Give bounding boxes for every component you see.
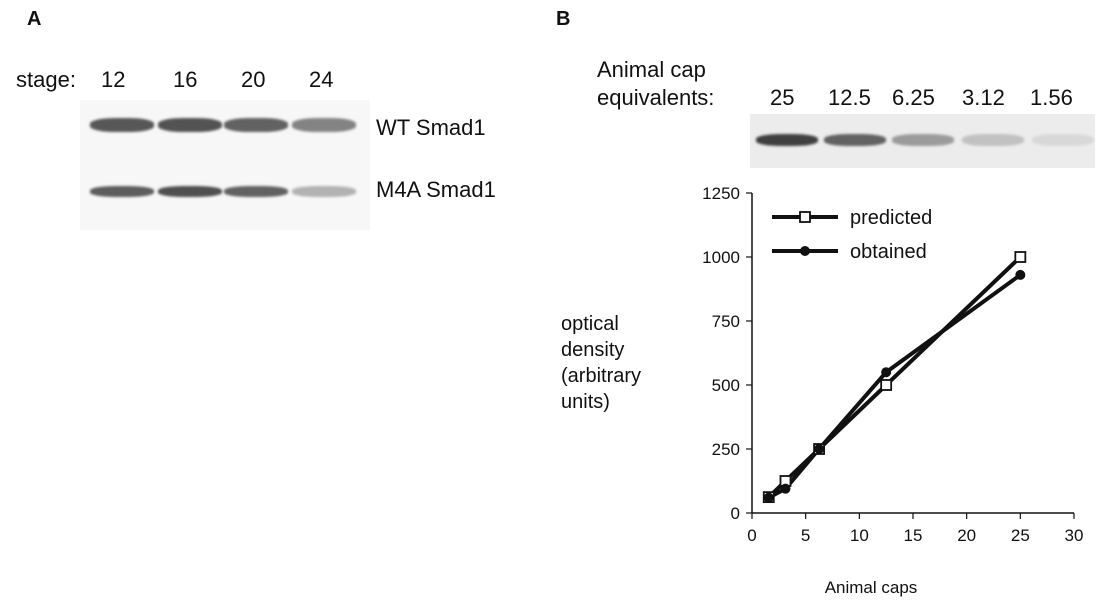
- y-axis-label-line: density: [561, 339, 624, 361]
- chart-series: [762, 251, 1027, 504]
- dilution-band-1: [824, 134, 886, 146]
- y-tick-label: 750: [712, 312, 740, 331]
- legend-marker-predicted: [799, 211, 811, 223]
- point-obtained: [814, 444, 825, 454]
- equiv-25: 25: [770, 85, 795, 110]
- stage-12: 12: [101, 67, 126, 92]
- y-tick-label: 1250: [702, 184, 740, 203]
- m4a-smad1-band-3: [292, 186, 356, 197]
- m4a-smad1-band-1: [158, 186, 222, 197]
- chart-ticks: 0 250 500 750 1000 1250 0 5 10 15 20 25 30: [702, 184, 1083, 545]
- equiv-3-12: 3.12: [962, 85, 1005, 110]
- stage-20: 20: [241, 67, 266, 92]
- dilution-band-4: [1032, 134, 1094, 146]
- point-obtained: [763, 492, 774, 503]
- point-obtained: [881, 367, 892, 378]
- y-axis-label-line: optical: [561, 313, 619, 335]
- equiv-label-line2: equivalents:: [597, 85, 715, 110]
- wt-smad1-band-1: [158, 118, 222, 132]
- legend-marker-obtained: [800, 246, 810, 256]
- equiv-6-25: 6.25: [892, 85, 935, 110]
- western-blot-stage: [80, 100, 370, 230]
- blot-label-m4a-smad1: M4A Smad1: [376, 177, 496, 202]
- point-obtained: [1015, 269, 1026, 280]
- x-tick-label: 25: [1011, 526, 1030, 545]
- stage-24: 24: [309, 67, 334, 92]
- wt-smad1-band-0: [90, 118, 154, 132]
- equiv-label-line1: Animal cap: [597, 57, 706, 82]
- x-tick-label: 30: [1065, 526, 1084, 545]
- point-predicted: [880, 379, 893, 391]
- equiv-1-56: 1.56: [1030, 85, 1073, 110]
- y-tick-label: 250: [712, 440, 740, 459]
- dilution-band-0: [756, 134, 818, 146]
- wt-smad1-band-3: [292, 118, 356, 132]
- point-predicted: [1014, 251, 1027, 263]
- x-tick-label: 5: [801, 526, 810, 545]
- legend-label-predicted: predicted: [850, 207, 932, 229]
- y-axis-label: optical density (arbitrary units): [561, 313, 641, 413]
- dilution-band-3: [962, 134, 1024, 146]
- x-tick-label: 10: [850, 526, 869, 545]
- wt-smad1-band-2: [224, 118, 288, 132]
- x-tick-label: 20: [957, 526, 976, 545]
- x-tick-label: 0: [747, 526, 756, 545]
- m4a-smad1-band-2: [224, 186, 288, 197]
- series-line-obtained: [767, 273, 1022, 500]
- point-obtained: [780, 483, 791, 494]
- legend-label-obtained: obtained: [850, 241, 927, 263]
- m4a-smad1-band-0: [90, 186, 154, 197]
- stage-16: 16: [173, 67, 198, 92]
- y-tick-label: 0: [731, 504, 740, 523]
- dilution-band-2: [892, 134, 954, 146]
- panel-b-letter: B: [556, 8, 571, 30]
- panel-a-letter: A: [27, 8, 42, 30]
- equiv-12-5: 12.5: [828, 85, 871, 110]
- y-tick-label: 500: [712, 376, 740, 395]
- chart-legend: predicted obtained: [772, 207, 932, 263]
- blot-label-wt-smad1: WT Smad1: [376, 115, 486, 140]
- western-blot-dilution: [750, 114, 1095, 168]
- x-axis-label: Animal caps: [825, 578, 918, 597]
- y-tick-label: 1000: [702, 248, 740, 267]
- y-axis-label-line: units): [561, 391, 610, 413]
- x-tick-label: 15: [904, 526, 923, 545]
- y-axis-label-line: (arbitrary: [561, 365, 641, 387]
- stage-label: stage:: [16, 67, 76, 92]
